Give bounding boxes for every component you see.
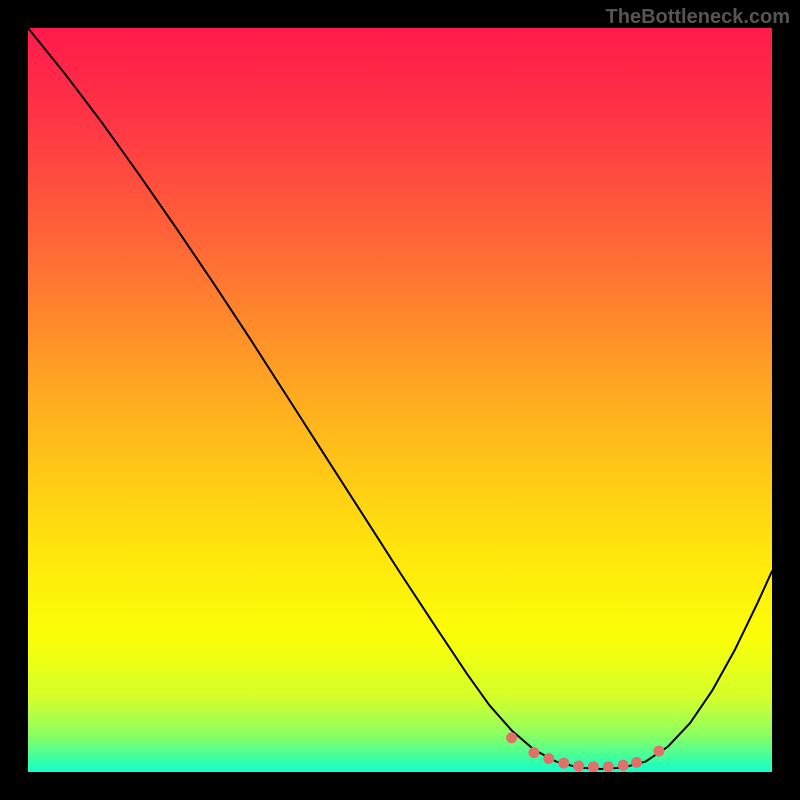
attribution-text: TheBottleneck.com [606,6,790,29]
valley-dot [653,746,664,757]
valley-dot [618,760,629,771]
valley-dot [506,732,517,743]
gradient-background [28,28,772,772]
chart-area [28,28,772,772]
valley-dot [558,758,569,769]
valley-dot [588,761,599,772]
valley-dot [528,747,539,758]
chart-svg [28,28,772,772]
valley-dot [603,761,614,772]
valley-dot [573,761,584,772]
valley-dot [543,753,554,764]
valley-dot [631,757,642,768]
